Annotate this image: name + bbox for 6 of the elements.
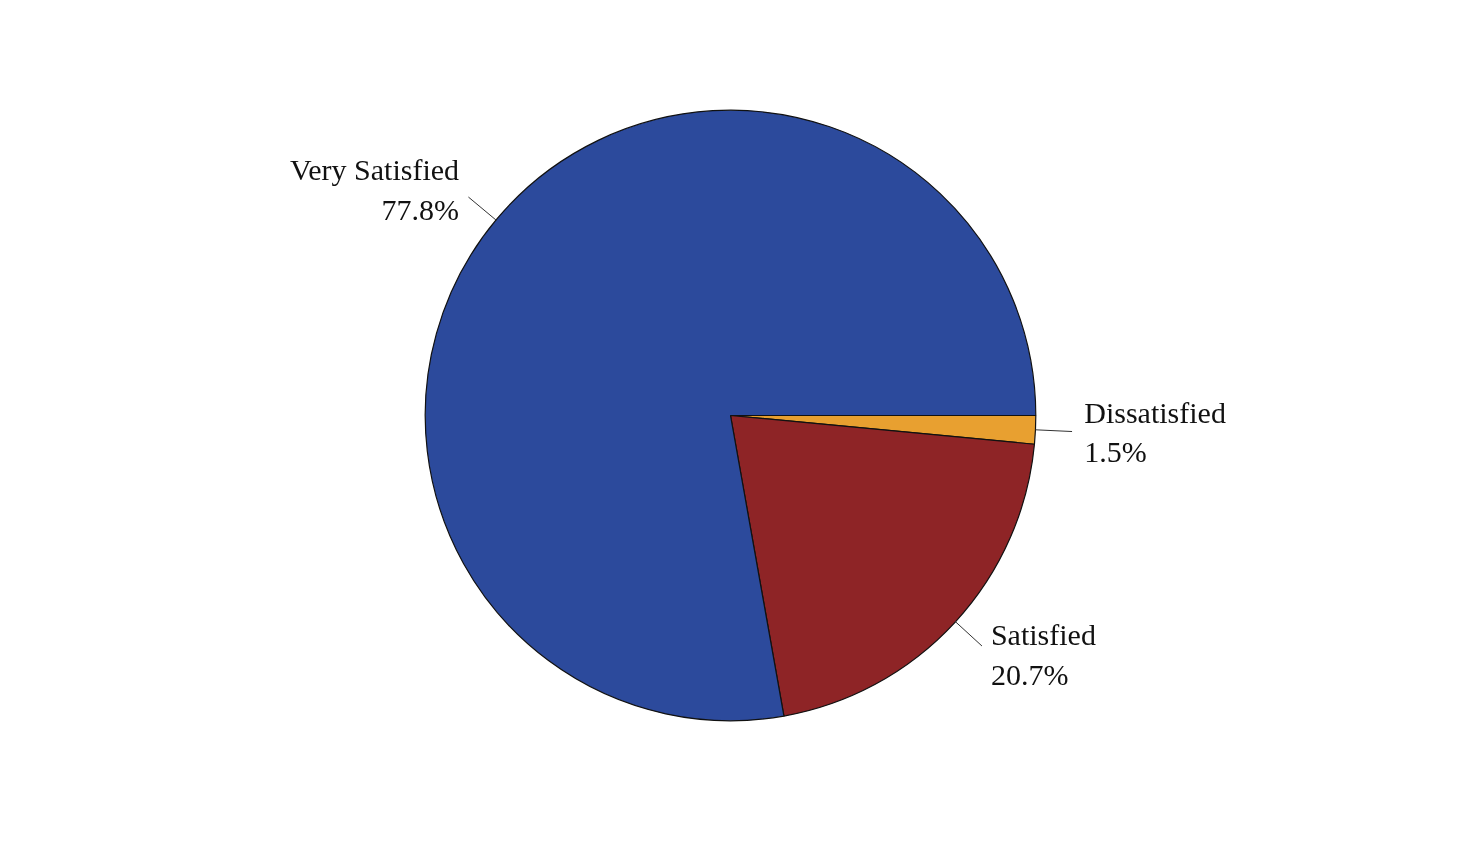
slice-label: Dissatisfied: [1084, 395, 1226, 429]
data-label: 1.5%: [1084, 435, 1147, 469]
slice-label: Very Satisfied: [289, 152, 460, 186]
slice-label: Satisfied: [990, 617, 1096, 651]
data-label: 20.7%: [990, 657, 1069, 691]
data-label: 77.8%: [381, 192, 460, 226]
